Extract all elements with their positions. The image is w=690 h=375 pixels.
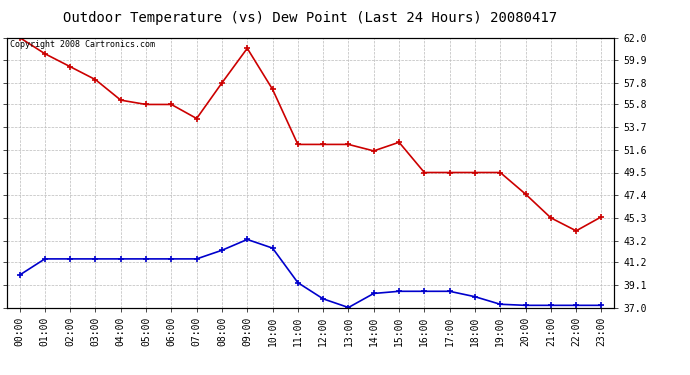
Text: Copyright 2008 Cartronics.com: Copyright 2008 Cartronics.com [10, 40, 155, 49]
Text: Outdoor Temperature (vs) Dew Point (Last 24 Hours) 20080417: Outdoor Temperature (vs) Dew Point (Last… [63, 11, 558, 25]
